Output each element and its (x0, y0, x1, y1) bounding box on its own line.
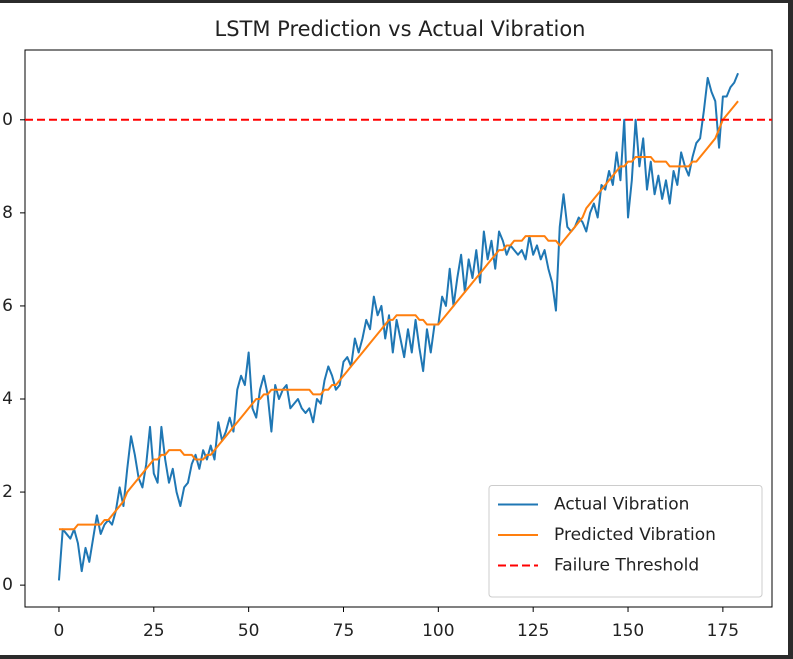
y-tick-label: 0 (2, 110, 13, 130)
plot-frame (24, 49, 773, 608)
legend-label: Actual Vibration (554, 495, 689, 515)
y-tick-label: 6 (2, 296, 13, 316)
x-tick-label: 25 (143, 621, 165, 641)
legend-box (488, 485, 763, 598)
y-tick-label: 2 (2, 482, 13, 502)
series-line (57, 72, 739, 581)
x-tick-label: 0 (54, 621, 65, 641)
y-tick-label: 8 (2, 203, 13, 223)
x-tick-label: 175 (707, 621, 739, 641)
legend-label: Failure Threshold (554, 556, 699, 576)
x-tick-label: 100 (422, 621, 454, 641)
x-tick-label: 75 (333, 621, 355, 641)
y-tick-label: 0 (2, 575, 13, 595)
x-tick-label: 50 (238, 621, 260, 641)
legend-label: Predicted Vibration (554, 525, 716, 545)
x-tick-label: 150 (612, 621, 644, 641)
x-tick-label: 125 (517, 621, 549, 641)
chart-title: LSTM Prediction vs Actual Vibration (215, 17, 586, 41)
series-line (58, 100, 739, 531)
y-tick-label: 4 (2, 389, 13, 409)
